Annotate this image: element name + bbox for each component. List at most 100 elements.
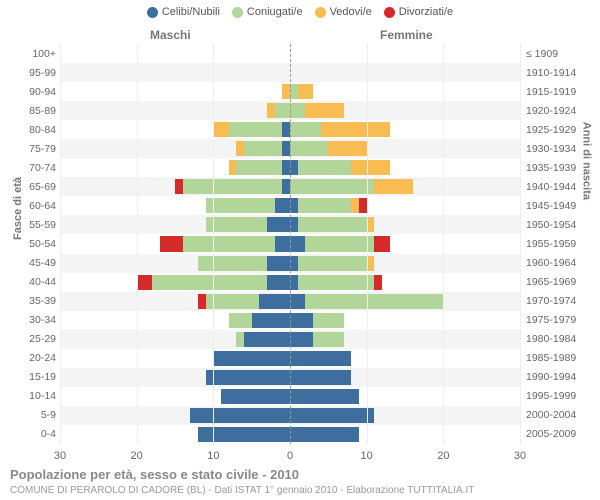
legend-item: Vedovi/e bbox=[315, 6, 372, 18]
bar-segment-male bbox=[259, 294, 290, 309]
birth-year-label: 1910-1914 bbox=[526, 67, 596, 79]
birth-year-label: 1955-1959 bbox=[526, 238, 596, 250]
bar-segment-male bbox=[206, 217, 267, 232]
grid-line bbox=[520, 44, 521, 444]
bar-segment-female bbox=[298, 217, 367, 232]
bar-segment-male bbox=[244, 141, 282, 156]
bar-segment-male bbox=[267, 217, 290, 232]
age-label: 70-74 bbox=[6, 162, 56, 174]
bar-segment-male bbox=[282, 141, 290, 156]
age-label: 20-24 bbox=[6, 352, 56, 364]
bar-segment-male bbox=[206, 198, 275, 213]
bar-segment-female bbox=[290, 408, 374, 423]
legend-swatch bbox=[147, 7, 158, 18]
bar-segment-female bbox=[290, 236, 305, 251]
bar-segment-female bbox=[367, 256, 375, 271]
legend: Celibi/Nubili Coniugati/e Vedovi/e Divorzia… bbox=[0, 6, 600, 18]
x-tick-label: 0 bbox=[287, 450, 293, 462]
birth-year-label: 1960-1964 bbox=[526, 257, 596, 269]
birth-year-label: 1985-1989 bbox=[526, 352, 596, 364]
birth-year-label: 1970-1974 bbox=[526, 295, 596, 307]
female-label: Femmine bbox=[380, 28, 433, 42]
bar-segment-female bbox=[290, 313, 313, 328]
population-pyramid-chart: Celibi/Nubili Coniugati/e Vedovi/e Divorzia… bbox=[0, 0, 600, 500]
age-label: 30-34 bbox=[6, 314, 56, 326]
age-label: 10-14 bbox=[6, 390, 56, 402]
birth-year-label: 1940-1944 bbox=[526, 181, 596, 193]
legend-swatch bbox=[384, 7, 395, 18]
bar-segment-female bbox=[359, 198, 367, 213]
birth-year-label: 1980-1984 bbox=[526, 333, 596, 345]
bar-segment-female bbox=[290, 294, 305, 309]
legend-item: Coniugati/e bbox=[232, 6, 303, 18]
x-tick-label: 10 bbox=[207, 450, 219, 462]
bar-segment-male bbox=[267, 256, 290, 271]
age-label: 75-79 bbox=[6, 143, 56, 155]
bar-segment-male bbox=[282, 179, 290, 194]
bar-segment-male bbox=[183, 179, 283, 194]
bar-segment-female bbox=[351, 160, 389, 175]
x-tick-label: 10 bbox=[361, 450, 373, 462]
grid-line bbox=[213, 44, 214, 444]
bar-segment-male bbox=[198, 256, 267, 271]
bar-segment-male bbox=[213, 351, 290, 366]
x-tick-label: 30 bbox=[514, 450, 526, 462]
bar-segment-female bbox=[290, 103, 305, 118]
legend-item: Celibi/Nubili bbox=[147, 6, 220, 18]
bar-segment-male bbox=[175, 179, 183, 194]
bar-segment-female bbox=[374, 275, 382, 290]
birth-year-label: 1930-1934 bbox=[526, 143, 596, 155]
bar-segment-male bbox=[275, 103, 290, 118]
legend-label: Divorziati/e bbox=[399, 6, 453, 18]
bar-segment-female bbox=[290, 427, 359, 442]
bar-segment-male bbox=[229, 313, 252, 328]
bar-segment-female bbox=[321, 122, 390, 137]
legend-swatch bbox=[232, 7, 243, 18]
bar-segment-female bbox=[298, 84, 313, 99]
bar-segment-male bbox=[229, 122, 283, 137]
bar-segment-female bbox=[298, 256, 367, 271]
bar-segment-female bbox=[298, 275, 375, 290]
legend-label: Celibi/Nubili bbox=[162, 6, 220, 18]
bar-segment-female bbox=[305, 236, 374, 251]
bar-segment-female bbox=[290, 217, 298, 232]
age-label: 90-94 bbox=[6, 86, 56, 98]
grid-line bbox=[367, 44, 368, 444]
bar-segment-male bbox=[282, 122, 290, 137]
bar-segment-female bbox=[290, 256, 298, 271]
bar-segment-female bbox=[290, 370, 351, 385]
chart-title: Popolazione per età, sesso e stato civil… bbox=[10, 467, 299, 482]
age-label: 35-39 bbox=[6, 295, 56, 307]
age-label: 100+ bbox=[6, 48, 56, 60]
grid-line bbox=[60, 44, 61, 444]
age-label: 5-9 bbox=[6, 409, 56, 421]
bar-segment-female bbox=[351, 198, 359, 213]
bar-segment-male bbox=[244, 332, 290, 347]
age-label: 15-19 bbox=[6, 371, 56, 383]
age-label: 65-69 bbox=[6, 181, 56, 193]
bar-segment-male bbox=[137, 275, 152, 290]
center-axis-line bbox=[290, 44, 291, 444]
age-label: 40-44 bbox=[6, 276, 56, 288]
age-label: 0-4 bbox=[6, 428, 56, 440]
x-tick-label: 20 bbox=[131, 450, 143, 462]
plot-area bbox=[60, 44, 520, 444]
age-label: 55-59 bbox=[6, 219, 56, 231]
bar-segment-male bbox=[160, 236, 183, 251]
birth-year-label: 1950-1954 bbox=[526, 219, 596, 231]
bar-segment-female bbox=[290, 141, 328, 156]
bar-segment-male bbox=[236, 141, 244, 156]
bar-segment-male bbox=[282, 84, 290, 99]
bar-segment-female bbox=[305, 294, 443, 309]
bar-segment-female bbox=[313, 313, 344, 328]
birth-year-label: 1915-1919 bbox=[526, 86, 596, 98]
birth-year-label: 1925-1929 bbox=[526, 124, 596, 136]
birth-year-label: 1975-1979 bbox=[526, 314, 596, 326]
birth-year-label: 1965-1969 bbox=[526, 276, 596, 288]
x-tick-label: 20 bbox=[437, 450, 449, 462]
bar-segment-male bbox=[221, 389, 290, 404]
bar-segment-female bbox=[290, 275, 298, 290]
birth-year-label: 1945-1949 bbox=[526, 200, 596, 212]
bar-segment-female bbox=[290, 389, 359, 404]
age-label: 95-99 bbox=[6, 67, 56, 79]
